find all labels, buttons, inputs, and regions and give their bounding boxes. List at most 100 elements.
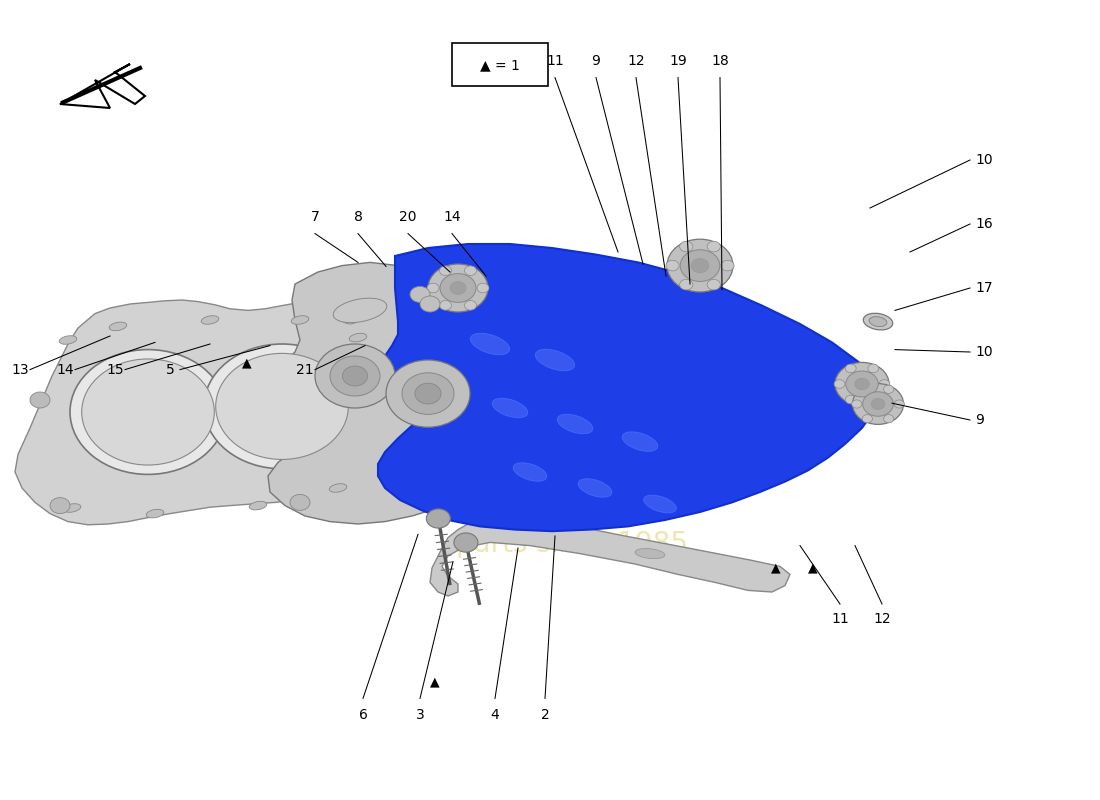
FancyBboxPatch shape: [452, 43, 548, 86]
Text: 19: 19: [669, 54, 686, 68]
Circle shape: [440, 266, 451, 275]
Circle shape: [410, 286, 430, 302]
Ellipse shape: [333, 298, 387, 322]
Ellipse shape: [250, 502, 267, 510]
Text: ▲: ▲: [242, 357, 252, 370]
Text: 7: 7: [310, 210, 319, 224]
Circle shape: [70, 350, 226, 474]
Circle shape: [402, 373, 454, 414]
Circle shape: [680, 242, 693, 252]
Circle shape: [427, 509, 450, 528]
Circle shape: [868, 395, 879, 404]
Circle shape: [315, 344, 395, 408]
Circle shape: [30, 392, 50, 408]
Circle shape: [50, 498, 70, 514]
Circle shape: [862, 385, 872, 394]
Circle shape: [680, 279, 693, 290]
Ellipse shape: [623, 432, 658, 451]
Text: EuropaParts: EuropaParts: [295, 361, 849, 439]
Circle shape: [440, 301, 451, 310]
Text: 6: 6: [359, 708, 367, 722]
Text: 18: 18: [711, 54, 729, 68]
Text: ▲: ▲: [808, 562, 817, 574]
Ellipse shape: [59, 336, 77, 344]
Circle shape: [720, 260, 734, 271]
Text: ▲: ▲: [430, 675, 440, 688]
Circle shape: [81, 359, 214, 465]
Circle shape: [680, 250, 719, 282]
Circle shape: [855, 378, 869, 390]
Text: 20: 20: [399, 210, 417, 224]
Text: a passion for
parts since 1985: a passion for parts since 1985: [456, 498, 688, 558]
Text: 9: 9: [975, 413, 983, 427]
Circle shape: [450, 282, 466, 294]
Circle shape: [428, 264, 488, 312]
Text: 14: 14: [56, 362, 74, 377]
Ellipse shape: [146, 510, 164, 518]
Circle shape: [454, 533, 477, 552]
Text: 15: 15: [107, 362, 124, 377]
Ellipse shape: [514, 463, 547, 481]
Ellipse shape: [579, 479, 612, 497]
Polygon shape: [60, 64, 145, 108]
Circle shape: [851, 400, 862, 408]
Circle shape: [862, 414, 872, 423]
Circle shape: [386, 360, 470, 427]
Circle shape: [868, 364, 879, 373]
Circle shape: [440, 274, 476, 302]
Text: 17: 17: [975, 281, 992, 295]
Ellipse shape: [493, 398, 528, 418]
Ellipse shape: [416, 434, 433, 442]
Circle shape: [883, 385, 893, 394]
Text: 13: 13: [11, 362, 29, 377]
Text: ▲: ▲: [771, 562, 781, 574]
Circle shape: [420, 296, 440, 312]
Ellipse shape: [201, 316, 219, 324]
Text: 21: 21: [296, 362, 314, 377]
Ellipse shape: [292, 316, 309, 324]
Circle shape: [290, 494, 310, 510]
Circle shape: [883, 414, 893, 423]
Circle shape: [427, 283, 439, 293]
Circle shape: [667, 239, 733, 292]
Text: 2: 2: [540, 708, 549, 722]
Circle shape: [330, 356, 380, 396]
Ellipse shape: [471, 334, 509, 354]
Circle shape: [846, 364, 856, 373]
Ellipse shape: [109, 322, 126, 330]
Text: 8: 8: [353, 210, 362, 224]
Circle shape: [691, 258, 708, 273]
Polygon shape: [430, 516, 790, 596]
Ellipse shape: [349, 334, 366, 342]
Ellipse shape: [63, 504, 80, 512]
Circle shape: [340, 308, 360, 324]
Text: 16: 16: [975, 217, 992, 231]
Circle shape: [862, 392, 893, 416]
Ellipse shape: [329, 484, 346, 492]
Circle shape: [216, 354, 349, 459]
Circle shape: [871, 398, 884, 410]
Circle shape: [477, 283, 490, 293]
Text: 5: 5: [166, 362, 175, 377]
Ellipse shape: [635, 549, 664, 558]
Circle shape: [879, 380, 890, 388]
Polygon shape: [378, 244, 880, 531]
Text: 11: 11: [832, 612, 849, 626]
Text: 3: 3: [416, 708, 425, 722]
Circle shape: [846, 371, 878, 397]
Circle shape: [707, 279, 721, 290]
Text: ▲ = 1: ▲ = 1: [480, 58, 520, 72]
Circle shape: [464, 266, 476, 275]
Circle shape: [707, 242, 721, 252]
Ellipse shape: [644, 495, 676, 513]
Polygon shape: [15, 300, 455, 525]
Ellipse shape: [869, 317, 887, 326]
Circle shape: [464, 301, 476, 310]
Circle shape: [835, 362, 889, 406]
Text: 14: 14: [443, 210, 461, 224]
Circle shape: [894, 400, 904, 408]
Circle shape: [834, 380, 845, 388]
Text: 12: 12: [627, 54, 645, 68]
Circle shape: [852, 383, 903, 424]
Polygon shape: [268, 262, 510, 524]
